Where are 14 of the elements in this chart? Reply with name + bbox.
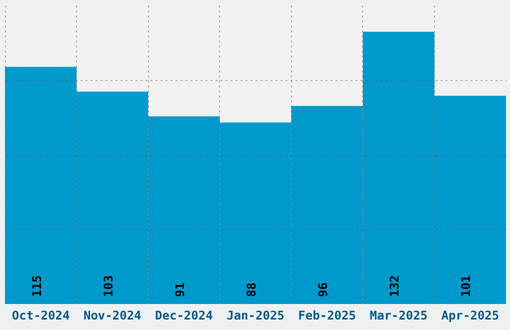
data-label: 91	[172, 282, 187, 297]
x-tick-label: Mar-2025	[370, 308, 428, 322]
x-tick-label: Nov-2024	[83, 308, 142, 322]
data-label: 103	[101, 275, 116, 297]
data-label: 96	[316, 282, 330, 297]
x-tick-label: Feb-2025	[298, 308, 356, 322]
x-tick-label: Apr-2025	[441, 308, 500, 322]
x-tick-label: Oct-2024	[12, 308, 70, 322]
data-label: 115	[30, 275, 44, 297]
x-tick-label: Dec-2024	[155, 308, 213, 322]
data-label: 132	[388, 275, 402, 297]
data-label: 101	[459, 275, 474, 297]
data-label: 88	[244, 282, 258, 297]
x-tick-label: Jan-2025	[226, 308, 284, 322]
